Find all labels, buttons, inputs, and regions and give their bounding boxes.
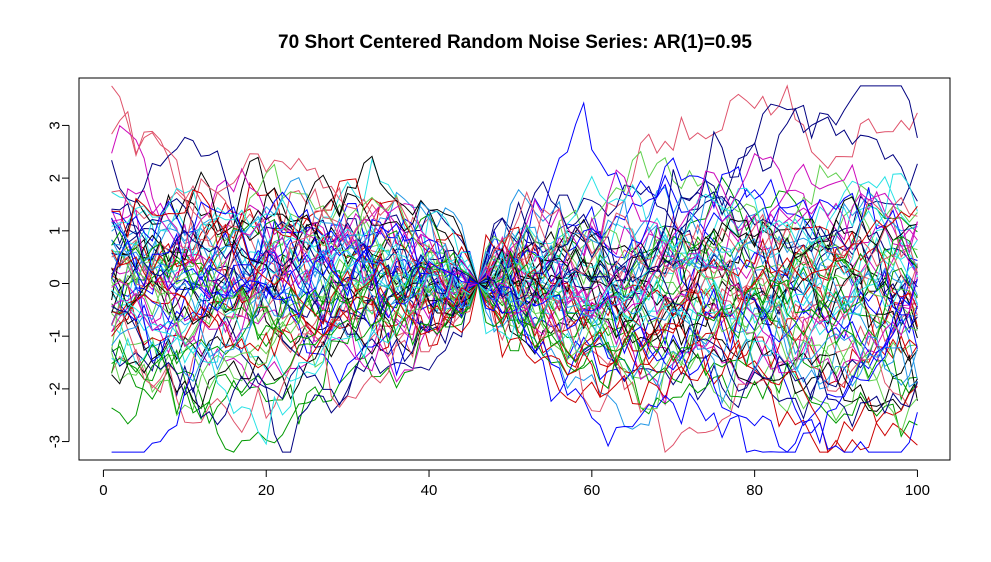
chart-title: 70 Short Centered Random Noise Series: A…: [278, 32, 752, 53]
series-line: [111, 157, 918, 294]
series-line: [111, 187, 918, 409]
series-line: [111, 201, 918, 405]
series-line: [111, 153, 918, 315]
series-line: [111, 107, 918, 289]
series-line: [111, 251, 918, 351]
y-tick-label: 0: [47, 279, 64, 287]
series-line: [111, 272, 918, 438]
series-line: [111, 239, 918, 454]
x-tick-label: 20: [258, 482, 275, 499]
series-line: [111, 169, 918, 426]
series-group: [111, 84, 918, 454]
series-line: [111, 202, 918, 428]
y-tick-label: 1: [47, 227, 64, 235]
series-line: [111, 252, 918, 453]
y-tick-label: 2: [47, 174, 64, 182]
series-line: [111, 213, 918, 395]
y-tick-label: -3: [47, 435, 64, 448]
x-axis: 0 20 40 60 80 100: [99, 469, 930, 499]
series-line: [111, 215, 918, 352]
series-line: [111, 173, 918, 446]
x-tick-label: 100: [905, 482, 930, 499]
y-tick-label: -2: [47, 382, 64, 395]
series-line: [111, 155, 918, 325]
plot-frame: [78, 77, 951, 461]
series-line: [111, 223, 918, 388]
series-line: [111, 152, 918, 383]
series-line: [111, 110, 918, 302]
series-line: [111, 222, 918, 347]
series-line: [111, 251, 918, 425]
series-line: [111, 184, 918, 359]
series-line: [111, 255, 918, 435]
x-tick-label: 80: [746, 482, 763, 499]
series-line: [111, 250, 918, 453]
x-tick-label: 0: [99, 482, 107, 499]
series-line: [111, 184, 918, 453]
series-line: [111, 191, 918, 315]
y-tick-label: -1: [47, 330, 64, 343]
series-line: [111, 189, 918, 405]
x-tick-label: 60: [583, 482, 600, 499]
series-line: [111, 231, 918, 363]
x-tick-label: 40: [421, 482, 438, 499]
y-axis: -3 -2 -1 0 1 2 3: [47, 121, 70, 448]
series-line: [111, 222, 918, 453]
y-tick-label: 3: [47, 121, 64, 129]
